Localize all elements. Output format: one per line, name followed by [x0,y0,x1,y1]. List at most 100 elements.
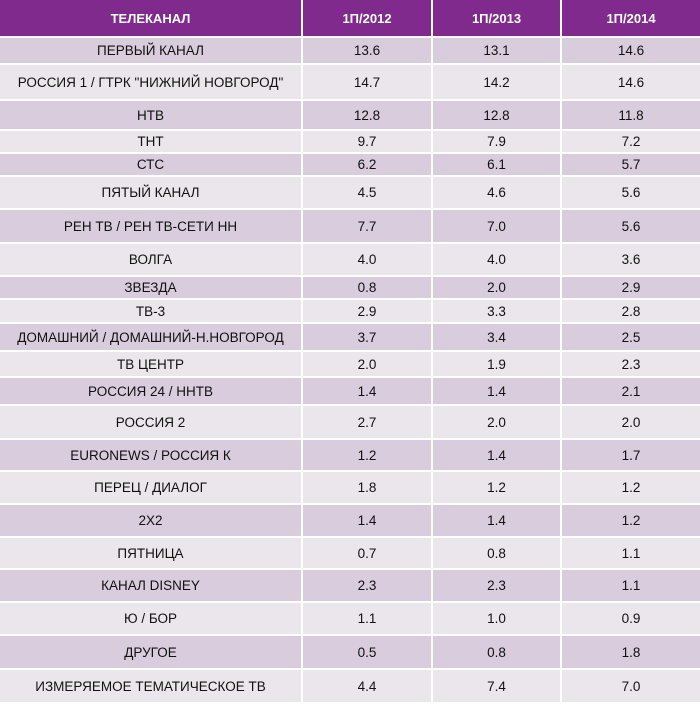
value-2013-cell: 4.6 [433,177,560,208]
value-2013-cell: 0.8 [433,636,560,668]
value-2012-cell: 4.5 [303,177,431,208]
channel-cell: ПЕРЕЦ / ДИАЛОГ [0,472,301,503]
value-2012-cell: 2.7 [303,406,431,438]
value-2013-cell: 1.9 [433,352,560,376]
value-2014-cell: 1.1 [562,538,700,568]
value-2012-cell: 0.7 [303,538,431,568]
channel-cell: Ю / БОР [0,603,301,634]
value-2012-cell: 4.0 [303,244,431,275]
channel-cell: ПЯТЫЙ КАНАЛ [0,177,301,208]
channel-cell: КАНАЛ DISNEY [0,570,301,601]
value-2012-cell: 2.3 [303,570,431,601]
channel-cell: ПЕРВЫЙ КАНАЛ [0,38,301,63]
value-2012-cell: 7.7 [303,210,431,242]
value-2014-cell: 2.9 [562,277,700,298]
value-2014-cell: 1.7 [562,440,700,470]
value-2012-cell: 2.9 [303,300,431,322]
value-2013-cell: 0.8 [433,538,560,568]
value-2013-cell: 2.3 [433,570,560,601]
value-2013-cell: 1.4 [433,505,560,536]
table-row: ИЗМЕРЯЕМОЕ ТЕМАТИЧЕСКОЕ ТВ 4.4 7.4 7.0 [0,670,700,702]
value-2013-cell: 2.0 [433,277,560,298]
value-2013-cell: 3.4 [433,324,560,350]
table-body: ПЕРВЫЙ КАНАЛ 13.6 13.1 14.6 РОССИЯ 1 / ГТРК … [0,38,700,702]
value-2012-cell: 1.2 [303,440,431,470]
value-2012-cell: 4.4 [303,670,431,702]
table-row: ПЕРВЫЙ КАНАЛ 13.6 13.1 14.6 [0,38,700,63]
value-2012-cell: 0.8 [303,277,431,298]
value-2013-cell: 7.4 [433,670,560,702]
value-2012-cell: 14.7 [303,65,431,99]
table-row: РОССИЯ 2 2.7 2.0 2.0 [0,406,700,438]
value-2013-cell: 1.4 [433,378,560,404]
table-row: ДРУГОЕ 0.5 0.8 1.8 [0,636,700,668]
header-1h-2012: 1П/2012 [303,0,431,36]
value-2014-cell: 2.3 [562,352,700,376]
value-2013-cell: 1.0 [433,603,560,634]
table-row: РОССИЯ 1 / ГТРК "НИЖНИЙ НОВГОРОД" 14.7 14.… [0,65,700,99]
value-2013-cell: 12.8 [433,101,560,129]
value-2014-cell: 7.2 [562,131,700,152]
header-channel: ТЕЛЕКАНАЛ [0,0,301,36]
value-2013-cell: 3.3 [433,300,560,322]
value-2012-cell: 1.1 [303,603,431,634]
table-row: 2X2 1.4 1.4 1.2 [0,505,700,536]
table-row: ВОЛГА 4.0 4.0 3.6 [0,244,700,275]
channel-cell: ДРУГОЕ [0,636,301,668]
channel-cell: ВОЛГА [0,244,301,275]
table-row: ТВ-3 2.9 3.3 2.8 [0,300,700,322]
table-row: EURONEWS / РОССИЯ К 1.2 1.4 1.7 [0,440,700,470]
value-2012-cell: 6.2 [303,154,431,175]
table-row: КАНАЛ DISNEY 2.3 2.3 1.1 [0,570,700,601]
table-row: Ю / БОР 1.1 1.0 0.9 [0,603,700,634]
channel-cell: РОССИЯ 1 / ГТРК "НИЖНИЙ НОВГОРОД" [0,65,301,99]
value-2013-cell: 2.0 [433,406,560,438]
value-2014-cell: 1.2 [562,472,700,503]
header-row: ТЕЛЕКАНАЛ 1П/2012 1П/2013 1П/2014 [0,0,700,36]
channel-cell: РОССИЯ 2 [0,406,301,438]
value-2014-cell: 1.2 [562,505,700,536]
value-2014-cell: 1.8 [562,636,700,668]
header-1h-2013: 1П/2013 [433,0,560,36]
channel-cell: НТВ [0,101,301,129]
value-2013-cell: 13.1 [433,38,560,63]
table-row: ТВ ЦЕНТР 2.0 1.9 2.3 [0,352,700,376]
value-2012-cell: 0.5 [303,636,431,668]
value-2014-cell: 2.0 [562,406,700,438]
value-2014-cell: 0.9 [562,603,700,634]
table-row: РЕН ТВ / РЕН ТВ-СЕТИ НН 7.7 7.0 5.6 [0,210,700,242]
value-2013-cell: 7.0 [433,210,560,242]
channel-cell: РОССИЯ 24 / ННТВ [0,378,301,404]
value-2014-cell: 2.8 [562,300,700,322]
table-row: ТНТ 9.7 7.9 7.2 [0,131,700,152]
value-2012-cell: 1.4 [303,378,431,404]
channel-cell: СТС [0,154,301,175]
value-2013-cell: 7.9 [433,131,560,152]
channel-cell: ПЯТНИЦА [0,538,301,568]
value-2014-cell: 5.6 [562,177,700,208]
channel-cell: РЕН ТВ / РЕН ТВ-СЕТИ НН [0,210,301,242]
value-2014-cell: 5.6 [562,210,700,242]
table-row: РОССИЯ 24 / ННТВ 1.4 1.4 2.1 [0,378,700,404]
value-2013-cell: 6.1 [433,154,560,175]
table-row: НТВ 12.8 12.8 11.8 [0,101,700,129]
channel-cell: ДОМАШНИЙ / ДОМАШНИЙ-Н.НОВГОРОД [0,324,301,350]
value-2012-cell: 1.4 [303,505,431,536]
value-2012-cell: 13.6 [303,38,431,63]
header-1h-2014: 1П/2014 [562,0,700,36]
table-row: СТС 6.2 6.1 5.7 [0,154,700,175]
value-2013-cell: 1.2 [433,472,560,503]
channel-cell: 2X2 [0,505,301,536]
value-2014-cell: 7.0 [562,670,700,702]
value-2014-cell: 1.1 [562,570,700,601]
value-2014-cell: 3.6 [562,244,700,275]
table-row: ДОМАШНИЙ / ДОМАШНИЙ-Н.НОВГОРОД 3.7 3.4 2.5 [0,324,700,350]
channel-cell: ТНТ [0,131,301,152]
value-2012-cell: 2.0 [303,352,431,376]
table-row: ПЕРЕЦ / ДИАЛОГ 1.8 1.2 1.2 [0,472,700,503]
value-2014-cell: 5.7 [562,154,700,175]
value-2014-cell: 2.1 [562,378,700,404]
value-2013-cell: 4.0 [433,244,560,275]
value-2014-cell: 11.8 [562,101,700,129]
